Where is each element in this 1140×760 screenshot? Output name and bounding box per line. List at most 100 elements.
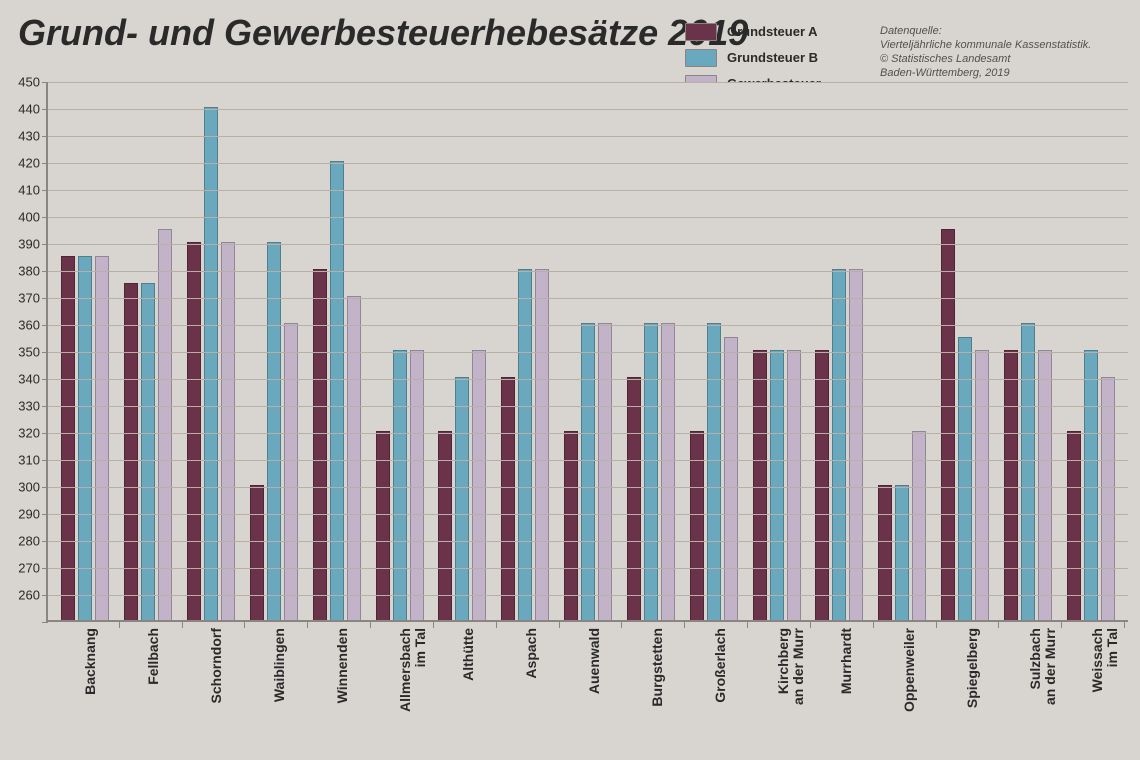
legend-label: Grundsteuer A <box>727 20 818 44</box>
y-axis-label: 280 <box>18 534 48 549</box>
gridline <box>48 190 1128 191</box>
bar-group <box>934 229 997 621</box>
bar <box>455 377 469 620</box>
bar <box>581 323 595 620</box>
y-axis-label: 390 <box>18 237 48 252</box>
y-axis-label: 430 <box>18 129 48 144</box>
bar <box>330 161 344 620</box>
bar-group <box>180 107 243 620</box>
bar <box>1084 350 1098 620</box>
bar <box>78 256 92 621</box>
gridline <box>48 271 1128 272</box>
x-axis-label: Schorndorf <box>209 628 224 703</box>
bar-group <box>368 350 431 620</box>
y-axis-label: 330 <box>18 399 48 414</box>
x-axis-label: Fellbach <box>146 628 161 685</box>
x-label-slot: Spiegelberg <box>933 624 996 754</box>
x-axis-label: Winnenden <box>335 628 350 703</box>
bar <box>347 296 361 620</box>
gridline <box>48 379 1128 380</box>
x-label-slot: Oppenweiler <box>870 624 933 754</box>
gridline <box>48 406 1128 407</box>
x-axis-label: Aspach <box>524 628 539 679</box>
bar <box>627 377 641 620</box>
y-axis-label: 410 <box>18 183 48 198</box>
y-axis-label: 290 <box>18 507 48 522</box>
x-axis-label: Althütte <box>461 628 476 681</box>
y-axis-label: 320 <box>18 426 48 441</box>
legend-swatch <box>685 49 717 67</box>
bar <box>895 485 909 620</box>
source-text: Datenquelle:Vierteljährliche kommunale K… <box>880 24 1130 80</box>
bar-group <box>54 256 117 621</box>
gridline <box>48 217 1128 218</box>
bar <box>410 350 424 620</box>
gridline <box>48 541 1128 542</box>
bar <box>661 323 675 620</box>
bar-group <box>745 350 808 620</box>
x-axis-label: Spiegelberg <box>965 628 980 708</box>
x-axis-label: Burgstetten <box>650 628 665 707</box>
bar <box>124 283 138 621</box>
gridline <box>48 163 1128 164</box>
x-label-slot: Auenwald <box>556 624 619 754</box>
x-label-slot: Fellbach <box>115 624 178 754</box>
x-label-slot: Althütte <box>430 624 493 754</box>
gridline <box>48 109 1128 110</box>
x-axis-label: Waiblingen <box>272 628 287 702</box>
x-axis-label: Oppenweiler <box>902 628 917 712</box>
bar <box>158 229 172 621</box>
gridline <box>48 325 1128 326</box>
bar <box>472 350 486 620</box>
x-label-slot: Burgstetten <box>618 624 681 754</box>
gridline <box>48 568 1128 569</box>
bar <box>1021 323 1035 620</box>
gridline <box>48 82 1128 83</box>
x-axis-label: Großerlach <box>713 628 728 703</box>
x-label-slot: Sulzbach an der Murr <box>996 624 1059 754</box>
bar <box>753 350 767 620</box>
chart-title: Grund- und Gewerbesteuerhebesätze 2019 <box>18 12 748 54</box>
bar <box>941 229 955 621</box>
gridline <box>48 460 1128 461</box>
bar <box>1004 350 1018 620</box>
gridline <box>48 514 1128 515</box>
bar <box>707 323 721 620</box>
y-axis-label: 260 <box>18 588 48 603</box>
bar-group <box>1059 350 1122 620</box>
bar <box>95 256 109 621</box>
y-axis-label: 450 <box>18 75 48 90</box>
bar <box>284 323 298 620</box>
x-axis-label: Murrhardt <box>839 628 854 694</box>
gridline <box>48 298 1128 299</box>
y-axis-label: 350 <box>18 345 48 360</box>
y-axis-label: 270 <box>18 561 48 576</box>
bar <box>644 323 658 620</box>
x-axis-labels: Backnang Fellbach Schorndorf Waiblingen Winn… <box>46 624 1128 754</box>
chart-container: Grund- und Gewerbesteuerhebesätze 2019 G… <box>0 0 1140 760</box>
gridline <box>48 433 1128 434</box>
y-tick <box>42 622 48 623</box>
x-label-slot: Waiblingen <box>241 624 304 754</box>
bar <box>501 377 515 620</box>
x-label-slot: Weissach im Tal <box>1059 624 1122 754</box>
bar <box>815 350 829 620</box>
y-axis-label: 420 <box>18 156 48 171</box>
bar-group <box>557 323 620 620</box>
plot-area: 2602702802903003103203303403503603703803… <box>46 82 1128 622</box>
x-label-slot: Aspach <box>493 624 556 754</box>
y-axis-label: 300 <box>18 480 48 495</box>
x-axis-label: Allmersbach im Tal <box>398 628 428 712</box>
gridline <box>48 487 1128 488</box>
bar <box>393 350 407 620</box>
bar-group <box>305 161 368 620</box>
y-axis-label: 440 <box>18 102 48 117</box>
y-axis-label: 400 <box>18 210 48 225</box>
legend-item: Grundsteuer B <box>685 46 821 70</box>
gridline <box>48 595 1128 596</box>
bar <box>878 485 892 620</box>
x-axis-label: Auenwald <box>587 628 602 694</box>
bar <box>770 350 784 620</box>
x-axis-label: Backnang <box>83 628 98 695</box>
y-axis-label: 310 <box>18 453 48 468</box>
